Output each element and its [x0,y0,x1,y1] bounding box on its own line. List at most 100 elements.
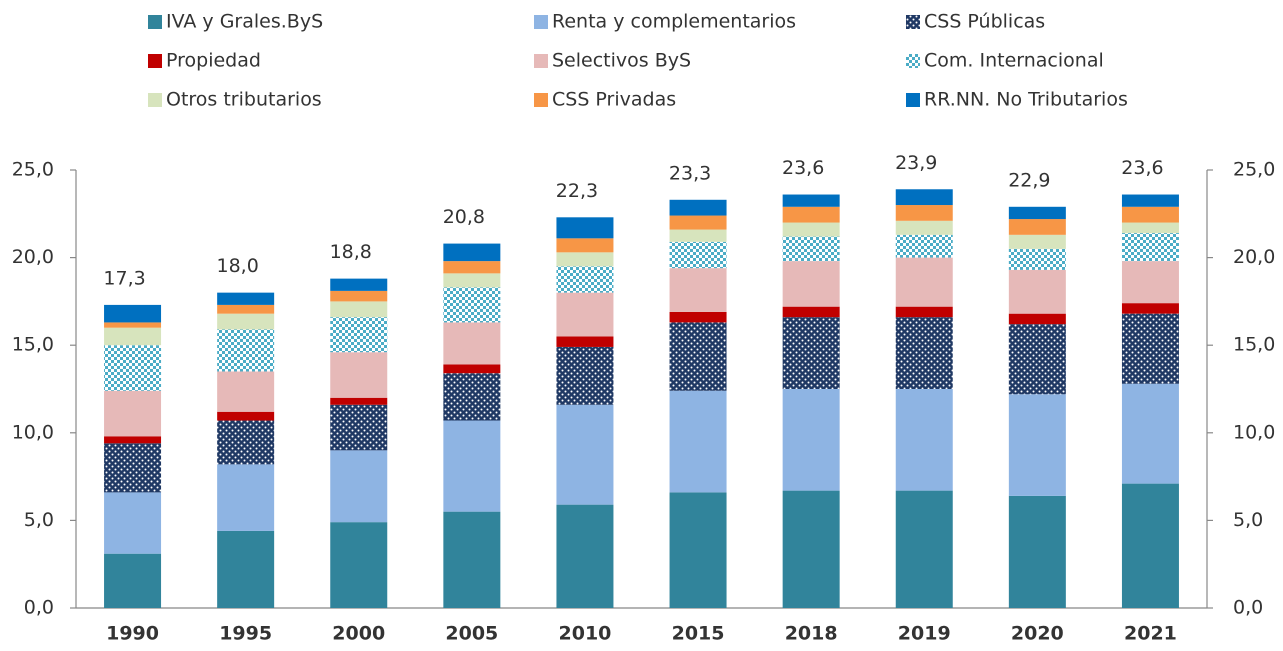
bar-segment [895,389,953,491]
x-tick-label: 2021 [1124,623,1177,645]
bar-segment [104,443,162,493]
bar-segment [330,450,388,523]
bar-segment [669,199,727,216]
y-tick-label: 20,0 [12,246,54,268]
bar-segment [330,522,388,608]
bar-segment [330,397,388,405]
bar-segment [1008,495,1066,608]
bar-segment [556,404,614,505]
total-label: 18,8 [330,241,372,263]
bar-segment [782,490,840,608]
x-tick-label: 2015 [672,623,725,645]
bar-segment [556,504,614,608]
bar-segment [669,215,727,230]
bar-segment [556,346,614,405]
bar-segment [1121,233,1179,262]
bar-segment [1008,206,1066,220]
bar-segment [782,222,840,237]
total-label: 17,3 [103,267,145,289]
legend-swatch [906,54,920,68]
bar-segment [1008,219,1066,235]
bar-segment [895,220,953,235]
y-tick-label: 0,0 [24,597,54,619]
bar-segment [782,317,840,389]
bar-segment [782,389,840,491]
bar-segment [443,261,501,274]
bar-segment [1121,313,1179,384]
bar-segment [782,194,840,207]
bar-segment [782,306,840,318]
bar-segment [443,420,501,512]
total-label: 23,3 [669,162,711,184]
x-tick-label: 2019 [898,623,951,645]
bar-segment [669,229,727,242]
bar-segment [104,322,162,328]
bar-segment [895,189,953,206]
bar-segment [1121,222,1179,234]
legend-label: IVA y Grales.ByS [166,11,323,33]
bar-segment [217,464,275,531]
total-label: 23,6 [782,157,824,179]
bar-segment [895,234,953,258]
bar-segment [669,241,727,269]
y2-tick-label: 0,0 [1233,597,1263,619]
bar-segment [556,252,614,267]
legend-swatch [534,15,548,29]
total-label: 18,0 [216,255,258,277]
bar-segment [556,336,614,347]
bar-segment [443,511,501,608]
y2-tick-label: 10,0 [1233,421,1275,443]
bar-segment [782,236,840,262]
bar-segment [104,436,162,444]
bar-segment [443,373,501,421]
total-label: 22,9 [1008,169,1050,191]
bar-segment [330,317,388,353]
bar-segment [1121,303,1179,314]
bar-segment [104,345,162,391]
legend-swatch [906,93,920,107]
bar-segment [782,261,840,307]
bar-segment [669,492,727,608]
bar-segment [1121,206,1179,223]
x-tick-label: 2000 [332,623,385,645]
legend-swatch [148,15,162,29]
bar-segment [104,492,162,554]
bar-segment [782,206,840,223]
bar-segment [1008,234,1066,249]
bar-segment [1008,269,1066,314]
y-tick-label: 10,0 [12,421,54,443]
bar-segment [443,364,501,374]
bar-segment [1121,483,1179,608]
bar-segment [1008,324,1066,395]
bar-segment [217,371,275,412]
y2-tick-label: 15,0 [1233,334,1275,356]
y-tick-label: 5,0 [24,509,54,531]
bar-segment [330,404,388,451]
bar-segment [104,553,162,608]
legend-label: Renta y complementarios [552,11,796,33]
legend-label: CSS Privadas [552,89,676,111]
y2-tick-label: 20,0 [1233,246,1275,268]
legend-swatch [148,54,162,68]
total-label: 22,3 [556,180,598,202]
bar-segment [1121,194,1179,207]
bar-segment [104,390,162,437]
bar-segment [669,311,727,323]
bar-segment [104,304,162,323]
bar-segment [1008,248,1066,270]
bar-segment [443,287,501,323]
x-tick-label: 1990 [106,623,159,645]
bar-segment [1121,261,1179,304]
bar-segment [895,205,953,221]
y2-tick-label: 25,0 [1233,159,1275,181]
bar-segment [217,420,275,465]
bar-segment [556,266,614,293]
bar-segment [556,292,614,337]
bar-segment [443,243,501,262]
bar-segment [556,217,614,239]
bar-segment [1008,313,1066,325]
legend-label: RR.NN. No Tributarios [924,89,1128,111]
bar-segment [104,327,162,346]
legend-label: Otros tributarios [166,89,322,111]
